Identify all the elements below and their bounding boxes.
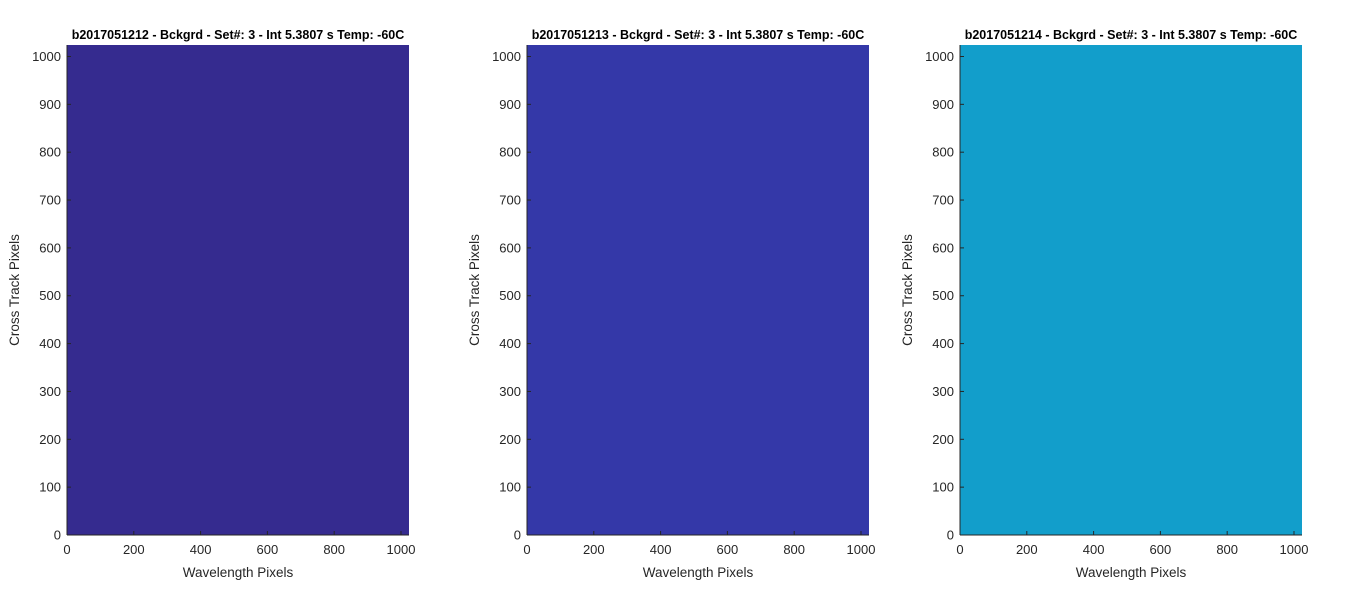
heatmap-image <box>67 45 409 535</box>
y-tick-label: 400 <box>39 336 61 351</box>
y-tick-label: 100 <box>499 480 521 495</box>
x-tick-label: 200 <box>123 542 145 557</box>
y-tick-label: 300 <box>499 384 521 399</box>
x-tick-label: 0 <box>63 542 70 557</box>
chart-title: b2017051212 - Bckgrd - Set#: 3 - Int 5.3… <box>72 28 405 42</box>
y-tick-label: 700 <box>932 193 954 208</box>
heatmap-image <box>960 45 1302 535</box>
chart-title: b2017051214 - Bckgrd - Set#: 3 - Int 5.3… <box>965 28 1298 42</box>
y-tick-label: 400 <box>932 336 954 351</box>
x-tick-label: 800 <box>783 542 805 557</box>
x-tick-label: 0 <box>523 542 530 557</box>
y-tick-label: 200 <box>39 432 61 447</box>
y-tick-label: 600 <box>499 240 521 255</box>
y-tick-label: 300 <box>932 384 954 399</box>
y-tick-label: 600 <box>39 240 61 255</box>
y-tick-label: 100 <box>932 480 954 495</box>
y-tick-label: 700 <box>499 193 521 208</box>
y-tick-label: 500 <box>932 288 954 303</box>
y-axis-label: Cross Track Pixels <box>900 234 915 346</box>
y-tick-label: 900 <box>499 97 521 112</box>
x-axis-label: Wavelength Pixels <box>1076 565 1187 580</box>
y-tick-label: 800 <box>499 145 521 160</box>
x-tick-label: 1000 <box>847 542 876 557</box>
x-axis-label: Wavelength Pixels <box>183 565 294 580</box>
x-tick-label: 800 <box>1216 542 1238 557</box>
x-tick-label: 600 <box>1150 542 1172 557</box>
y-tick-label: 1000 <box>492 49 521 64</box>
y-tick-label: 300 <box>39 384 61 399</box>
y-tick-label: 0 <box>54 528 61 543</box>
chart-panel-1: b2017051212 - Bckgrd - Set#: 3 - Int 5.3… <box>7 28 415 580</box>
y-tick-label: 400 <box>499 336 521 351</box>
y-axis-label: Cross Track Pixels <box>7 234 22 346</box>
y-tick-label: 0 <box>514 528 521 543</box>
x-tick-label: 400 <box>190 542 212 557</box>
y-tick-label: 900 <box>39 97 61 112</box>
y-tick-label: 0 <box>947 528 954 543</box>
x-tick-label: 200 <box>1016 542 1038 557</box>
y-tick-label: 800 <box>932 145 954 160</box>
x-tick-label: 1000 <box>1280 542 1309 557</box>
x-tick-label: 1000 <box>387 542 416 557</box>
y-tick-label: 800 <box>39 145 61 160</box>
x-tick-label: 0 <box>956 542 963 557</box>
y-tick-label: 700 <box>39 193 61 208</box>
x-axis-label: Wavelength Pixels <box>643 565 754 580</box>
y-tick-label: 900 <box>932 97 954 112</box>
y-tick-label: 200 <box>499 432 521 447</box>
y-tick-label: 500 <box>39 288 61 303</box>
y-tick-label: 1000 <box>32 49 61 64</box>
heatmap-image <box>527 45 869 535</box>
y-tick-label: 1000 <box>925 49 954 64</box>
chart-panel-3: b2017051214 - Bckgrd - Set#: 3 - Int 5.3… <box>900 28 1308 580</box>
chart-panel-2: b2017051213 - Bckgrd - Set#: 3 - Int 5.3… <box>467 28 875 580</box>
y-tick-label: 100 <box>39 480 61 495</box>
y-tick-label: 500 <box>499 288 521 303</box>
y-axis-label: Cross Track Pixels <box>467 234 482 346</box>
x-tick-label: 200 <box>583 542 605 557</box>
x-tick-label: 800 <box>323 542 345 557</box>
y-tick-label: 600 <box>932 240 954 255</box>
x-tick-label: 400 <box>1083 542 1105 557</box>
x-tick-label: 600 <box>717 542 739 557</box>
x-tick-label: 600 <box>257 542 279 557</box>
y-tick-label: 200 <box>932 432 954 447</box>
x-tick-label: 400 <box>650 542 672 557</box>
chart-title: b2017051213 - Bckgrd - Set#: 3 - Int 5.3… <box>532 28 865 42</box>
